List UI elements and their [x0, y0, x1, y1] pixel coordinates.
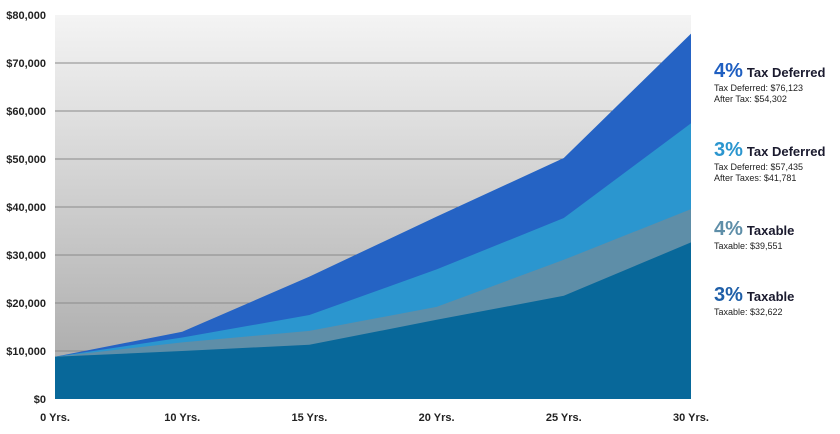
x-tick-label: 10 Yrs. [164, 412, 200, 424]
x-tick-label: 30 Yrs. [673, 412, 709, 424]
legend-entry-2: 3% Tax Deferred Tax Deferred: $57,435 Aft… [714, 139, 840, 184]
y-tick-label: $30,000 [6, 250, 46, 262]
legend-name: Taxable [746, 289, 795, 304]
y-tick-label: $40,000 [6, 202, 46, 214]
legend-detail: Tax Deferred: $57,435 [714, 162, 804, 172]
x-tick-label: 0 Yrs. [40, 412, 70, 424]
y-axis-ticks: $0 $10,000 $20,000 $30,000 $40,000 $50,000 $60… [6, 10, 46, 406]
legend-name: Taxable [746, 223, 795, 238]
legend-detail: Tax Deferred: $76,123 [714, 83, 804, 93]
area-series-4 [55, 242, 691, 399]
y-tick-label: $70,000 [6, 58, 46, 70]
legend-pct: 4% [714, 218, 743, 240]
legend-entry-4: 3% Taxable Taxable: $32,622 [714, 284, 840, 318]
legend-pct: 4% [714, 60, 743, 82]
y-tick-label: $0 [34, 394, 46, 406]
legend-detail: After Taxes: $41,781 [714, 173, 797, 183]
legend-detail: Taxable: $39,551 [714, 241, 783, 251]
legend-entry-1: 4% Tax Deferred Tax Deferred: $76,123 Aft… [714, 60, 840, 105]
legend-name: Tax Deferred [746, 144, 826, 159]
x-tick-label: 15 Yrs. [291, 412, 327, 424]
y-tick-label: $10,000 [6, 346, 46, 358]
y-tick-label: $50,000 [6, 154, 46, 166]
legend-name: Tax Deferred [746, 65, 826, 80]
x-tick-label: 20 Yrs. [419, 412, 455, 424]
legend-detail: Taxable: $32,622 [714, 307, 783, 317]
legend-pct: 3% [714, 284, 743, 306]
legend-pct: 3% [714, 139, 743, 161]
legend-entry-3: 4% Taxable Taxable: $39,551 [714, 218, 840, 252]
area-series [55, 33, 691, 400]
y-tick-label: $80,000 [6, 10, 46, 22]
y-tick-label: $60,000 [6, 106, 46, 118]
y-tick-label: $20,000 [6, 298, 46, 310]
legend-detail: After Tax: $54,302 [714, 94, 787, 104]
x-axis-ticks: 0 Yrs. 10 Yrs. 15 Yrs. 20 Yrs. 25 Yrs. 30 Yrs… [40, 412, 709, 424]
x-tick-label: 25 Yrs. [546, 412, 582, 424]
